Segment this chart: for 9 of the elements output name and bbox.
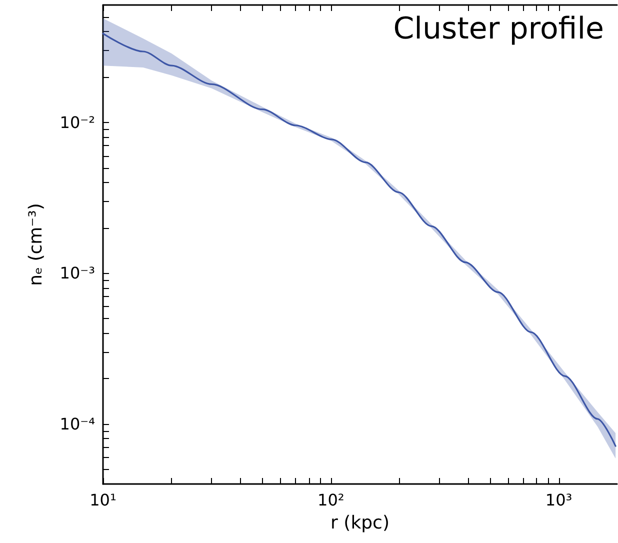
- x-axis-title: r (kpc): [330, 512, 390, 534]
- y-tick-label: 10⁻²: [60, 112, 95, 132]
- annotation: Cluster profile: [393, 12, 604, 46]
- y-axis-title: nₑ (cm⁻³): [26, 203, 46, 286]
- y-tick-label: 10⁻³: [60, 264, 95, 283]
- y-tick-label: 10⁻⁴: [60, 414, 95, 434]
- x-tick-label: 10¹: [90, 490, 116, 510]
- x-tick-label: 10³: [545, 490, 572, 510]
- x-tick-label: 10²: [318, 490, 344, 510]
